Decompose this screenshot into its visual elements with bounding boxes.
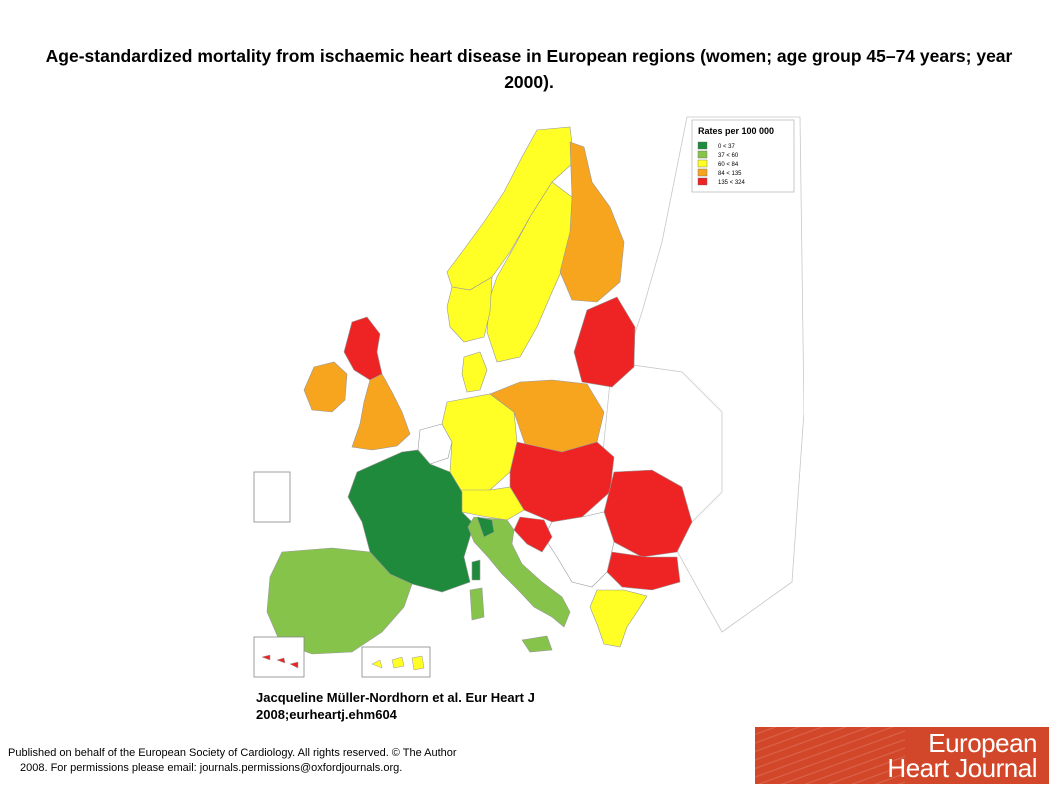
inset-box-azores bbox=[253, 636, 305, 678]
region-england bbox=[351, 373, 411, 451]
legend-label: 0 < 37 bbox=[718, 144, 736, 150]
region-alpine bbox=[459, 486, 525, 521]
region-croatia bbox=[513, 516, 553, 553]
region-poland bbox=[489, 379, 605, 453]
legend-swatch bbox=[697, 159, 708, 168]
region-denmark bbox=[461, 351, 488, 393]
region-corsica bbox=[471, 559, 481, 581]
logo-stripes bbox=[755, 727, 905, 784]
region-sardinia bbox=[469, 587, 485, 621]
legend-label: 60 < 84 bbox=[718, 162, 739, 168]
region-iberia bbox=[266, 547, 413, 655]
footer-line-2: 2008. For permissions please email: jour… bbox=[20, 762, 403, 774]
region-france bbox=[347, 449, 475, 593]
region-italy-north bbox=[476, 516, 495, 538]
figure-title: Age-standardized mortality from ischaemi… bbox=[45, 46, 1013, 92]
region-scotland bbox=[343, 316, 383, 381]
europe-map: Rates per 100 000 0 < 37 37 < 60 60 < 84 84… bbox=[252, 112, 804, 684]
canary-islands bbox=[371, 655, 425, 671]
logo-line-1: European bbox=[928, 728, 1037, 758]
region-central-europe bbox=[509, 441, 615, 523]
citation: Jacqueline Müller-Nordhorn et al. Eur He… bbox=[256, 689, 656, 723]
region-balkans bbox=[543, 511, 615, 588]
choropleth-map: Rates per 100 000 0 < 37 37 < 60 60 < 84 84… bbox=[253, 116, 804, 678]
region-sicily bbox=[521, 635, 553, 653]
citation-line-2: 2008;eurheartj.ehm604 bbox=[256, 707, 397, 722]
region-bulgaria bbox=[606, 551, 681, 591]
azores-islands bbox=[261, 654, 299, 669]
legend-label: 37 < 60 bbox=[718, 153, 739, 159]
legend-swatch bbox=[697, 177, 708, 186]
map-legend: Rates per 100 000 0 < 37 37 < 60 60 < 84 84… bbox=[691, 119, 795, 193]
copyright-footer: Published on behalf of the European Soci… bbox=[8, 746, 608, 776]
region-finland bbox=[559, 141, 625, 303]
legend-swatch bbox=[697, 168, 708, 177]
footer-line-1: Published on behalf of the European Soci… bbox=[8, 747, 457, 759]
region-greece bbox=[589, 589, 648, 648]
legend-swatch bbox=[697, 141, 708, 150]
region-norway-south bbox=[446, 276, 493, 343]
logo-line-2: Heart Journal bbox=[887, 753, 1037, 783]
inset-box-west bbox=[253, 471, 291, 523]
citation-line-1: Jacqueline Müller-Nordhorn et al. Eur He… bbox=[256, 690, 535, 705]
legend-swatch bbox=[697, 150, 708, 159]
region-baltics bbox=[573, 296, 636, 388]
region-ireland bbox=[303, 361, 348, 413]
legend-label: 135 < 324 bbox=[718, 180, 746, 186]
legend-title: Rates per 100 000 bbox=[698, 126, 774, 136]
region-italy bbox=[467, 516, 571, 628]
european-heart-journal-logo: European Heart Journal bbox=[755, 727, 1049, 784]
legend-label: 84 < 135 bbox=[718, 171, 742, 177]
